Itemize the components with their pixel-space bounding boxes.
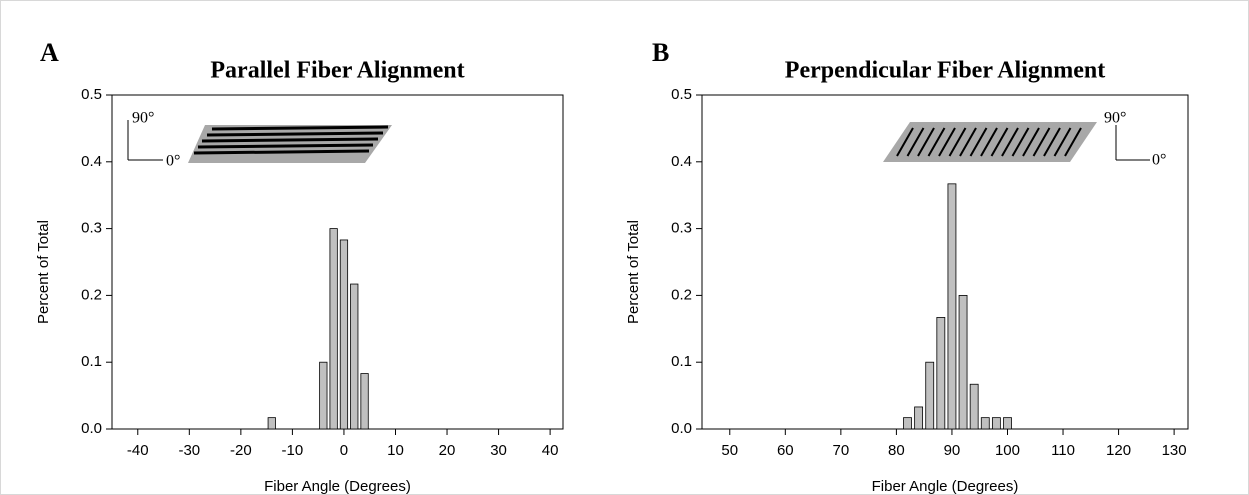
x-tick-label: 10 [387, 442, 404, 459]
x-tick-label: 80 [888, 442, 905, 459]
y-tick-label: 0.3 [671, 220, 692, 237]
bar [267, 417, 276, 430]
bar [360, 373, 369, 430]
x-tick-label: 130 [1162, 442, 1187, 459]
y-tick-label: 0.2 [81, 286, 102, 303]
inset-label: 0° [166, 153, 180, 170]
fiber-dash [906, 127, 925, 157]
x-tick-label: 60 [777, 442, 794, 459]
x-tick-label: 0 [340, 442, 348, 459]
x-tick-label: -20 [230, 442, 252, 459]
fiber-dash [1064, 127, 1082, 157]
y-tick-label: 0.5 [671, 86, 692, 103]
fiber-dash [969, 127, 988, 157]
x-tick-label: 20 [439, 442, 456, 459]
x-axis-label: Fiber Angle (Degrees) [872, 478, 1019, 495]
fiber-dash [1001, 127, 1019, 157]
fiber-dash [1022, 127, 1040, 157]
bar [329, 228, 338, 430]
x-tick-label: 110 [1051, 442, 1075, 459]
x-tick-label: -30 [178, 442, 200, 459]
inset-perpendicular [883, 122, 1150, 162]
bar [947, 183, 957, 430]
bar [319, 361, 328, 430]
y-tick-label: 0.0 [81, 420, 102, 437]
fiber-dash [1011, 127, 1030, 157]
fiber-dash [917, 127, 935, 157]
fiber-dash [959, 127, 977, 157]
bar [925, 361, 935, 430]
x-tick-label: 70 [833, 442, 850, 459]
chart-title: Parallel Fiber Alignment [210, 58, 464, 84]
panel-label: B [652, 38, 669, 67]
y-tick-label: 0.1 [81, 353, 102, 370]
y-axis-label: Percent of Total [625, 220, 642, 324]
y-tick-label: 0.5 [81, 86, 102, 103]
fiber-dash [1043, 127, 1061, 157]
chart-title: Perpendicular Fiber Alignment [785, 58, 1105, 84]
fiber-dash [990, 127, 1009, 157]
x-tick-label: 90 [944, 442, 961, 459]
y-tick-label: 0.4 [671, 153, 692, 170]
bar [969, 383, 979, 430]
x-tick-label: 50 [721, 442, 738, 459]
x-tick-label: 120 [1106, 442, 1131, 459]
y-tick-label: 0.0 [671, 420, 692, 437]
panel-label: A [40, 38, 59, 67]
bar [903, 417, 912, 430]
y-axis-label: Percent of Total [35, 220, 52, 324]
fiber-dash [1053, 127, 1072, 157]
x-axis-label: Fiber Angle (Degrees) [264, 478, 411, 495]
inset-label: 0° [1152, 152, 1166, 169]
inset-label: 90° [1104, 110, 1126, 127]
fiber-dash [980, 127, 998, 157]
bar [936, 317, 946, 430]
inset-parallel [127, 120, 392, 163]
y-tick-label: 0.1 [671, 353, 692, 370]
bar [991, 417, 1001, 430]
y-tick-label: 0.3 [81, 220, 102, 237]
bar [350, 283, 359, 430]
x-tick-label: -10 [282, 442, 304, 459]
fiber-dash [938, 127, 956, 157]
y-tick-label: 0.4 [81, 153, 102, 170]
bar [914, 406, 924, 430]
bar [958, 294, 968, 430]
y-tick-label: 0.2 [671, 286, 692, 303]
x-tick-label: 40 [542, 442, 559, 459]
inset-label: 90° [132, 110, 154, 127]
bar [339, 239, 349, 430]
bar [980, 417, 990, 430]
x-tick-label: -40 [127, 442, 149, 459]
fiber-dash [948, 127, 967, 157]
x-tick-label: 100 [995, 442, 1020, 459]
fiber-dash [896, 127, 914, 157]
fiber-dash [927, 127, 946, 157]
x-tick-label: 30 [490, 442, 507, 459]
fiber-dash [1032, 127, 1051, 157]
bar [1003, 417, 1012, 430]
